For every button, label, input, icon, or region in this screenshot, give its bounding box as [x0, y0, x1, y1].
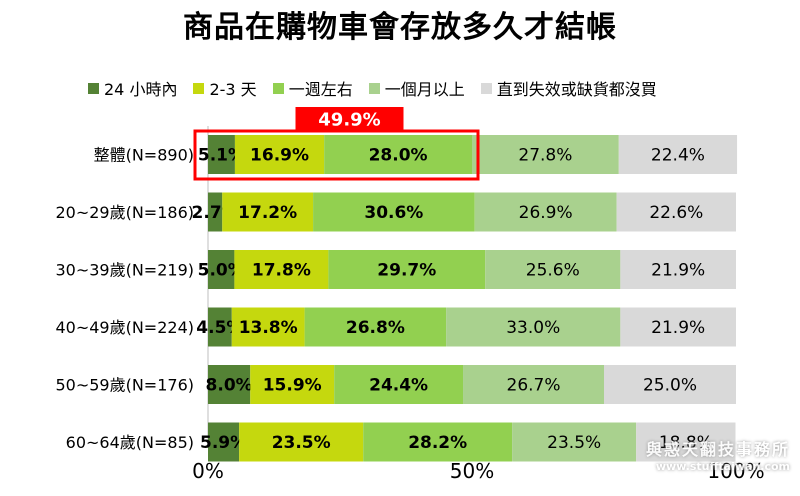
data-label: 33.0%	[506, 318, 560, 338]
legend-label: 一個月以上	[384, 80, 465, 99]
data-label: 30.6%	[364, 203, 423, 223]
data-label: 26.8%	[346, 318, 405, 338]
data-label: 18.8%	[659, 433, 713, 453]
legend-label: 2-3 天	[209, 80, 257, 99]
bar-segment	[234, 135, 325, 174]
bar-segment	[250, 365, 335, 404]
bar-segment	[304, 307, 447, 347]
data-label: 25.6%	[526, 261, 580, 281]
bar-segment	[313, 192, 475, 232]
category-label: 50~59歲(N=176)	[55, 376, 194, 395]
x-tick-label: 50%	[450, 459, 494, 483]
data-label: 23.5%	[272, 433, 331, 453]
legend-label: 一週左右	[288, 80, 353, 99]
category-label: 整體(N=890)	[94, 146, 194, 165]
bar-segment	[472, 135, 619, 174]
bar-segment	[474, 192, 617, 232]
data-label: 8.0%	[206, 376, 253, 396]
x-tick-label: 100%	[707, 459, 764, 483]
data-label: 26.7%	[507, 376, 561, 396]
bar-segment	[363, 422, 513, 462]
x-tick-label: 0%	[192, 459, 224, 483]
legend-item-4: 直到失效或缺貨都沒買	[480, 76, 657, 100]
category-label: 30~39歲(N=219)	[55, 261, 194, 280]
bar-segment	[208, 365, 251, 404]
bar-segment	[616, 192, 736, 232]
data-label: 28.2%	[408, 433, 467, 453]
bar-segment	[463, 365, 604, 404]
legend-swatch	[272, 82, 284, 94]
bar-segment	[620, 250, 736, 289]
legend-item-3: 一個月以上	[368, 76, 465, 100]
bar-segment	[231, 307, 305, 347]
legend-swatch	[480, 82, 492, 94]
data-label: 13.8%	[239, 318, 298, 338]
watermark-url: www.stufftaiwan.com	[655, 460, 790, 473]
bar-segment	[328, 250, 486, 289]
bar-segment	[620, 307, 736, 347]
bar-segment	[512, 422, 637, 462]
data-label: 5.1%	[198, 146, 245, 166]
data-label: 15.9%	[263, 376, 322, 396]
data-label: 27.8%	[518, 146, 572, 166]
legend-item-1: 2-3 天	[193, 76, 257, 100]
chart-legend: 24 小時內 2-3 天 一週左右 一個月以上 直到失效或缺貨都沒買	[88, 76, 673, 100]
data-label: 17.2%	[238, 203, 297, 223]
data-label: 22.6%	[649, 203, 703, 223]
data-label: 17.8%	[252, 261, 311, 281]
legend-label: 直到失效或缺貨都沒買	[496, 80, 657, 99]
legend-swatch	[88, 82, 99, 94]
legend-item-0: 24 小時內	[88, 76, 177, 100]
legend-swatch	[368, 82, 380, 94]
data-label: 5.0%	[198, 261, 245, 281]
bar-segment	[239, 422, 364, 462]
category-label: 60~64歲(N=85)	[66, 433, 194, 452]
bar-segment	[208, 135, 235, 174]
bar-segment	[208, 307, 232, 347]
bar-segment	[222, 192, 314, 232]
data-label: 23.5%	[547, 433, 601, 453]
data-label: 29.7%	[377, 261, 436, 281]
callout-tag	[295, 107, 404, 131]
bar-segment	[446, 307, 621, 347]
bar-segment	[208, 422, 240, 462]
data-label: 21.9%	[651, 261, 705, 281]
category-label: 40~49歲(N=224)	[55, 318, 194, 337]
data-label: 16.9%	[250, 146, 309, 166]
bar-segment	[234, 250, 329, 289]
data-label: 28.0%	[369, 146, 428, 166]
bar-segment	[324, 135, 472, 174]
watermark: 與惑天翻技事務所 www.stufftaiwan.com	[646, 436, 790, 473]
callout-label: 49.9%	[318, 110, 380, 131]
legend-swatch	[193, 82, 205, 94]
data-label: 22.4%	[651, 146, 705, 166]
category-label: 20~29歲(N=186)	[55, 203, 194, 222]
data-label: 5.9%	[200, 433, 247, 453]
bar-segment	[618, 135, 738, 174]
data-label: 25.0%	[643, 376, 697, 396]
legend-label: 24 小時內	[104, 80, 178, 99]
bar-segment	[485, 250, 621, 289]
bar-segment	[636, 422, 736, 462]
chart-title: 商品在購物車會存放多久才結帳	[183, 10, 617, 45]
data-label: 26.9%	[519, 203, 573, 223]
bar-segment	[604, 365, 736, 404]
data-label: 4.5%	[196, 318, 243, 338]
bar-segment	[208, 250, 235, 289]
data-label: 24.4%	[369, 376, 428, 396]
data-label: 21.9%	[651, 318, 705, 338]
legend-item-2: 一週左右	[272, 76, 353, 100]
watermark-name: 與惑天翻技事務所	[645, 440, 790, 459]
bar-segment	[334, 365, 464, 404]
bar-segment	[208, 192, 223, 232]
